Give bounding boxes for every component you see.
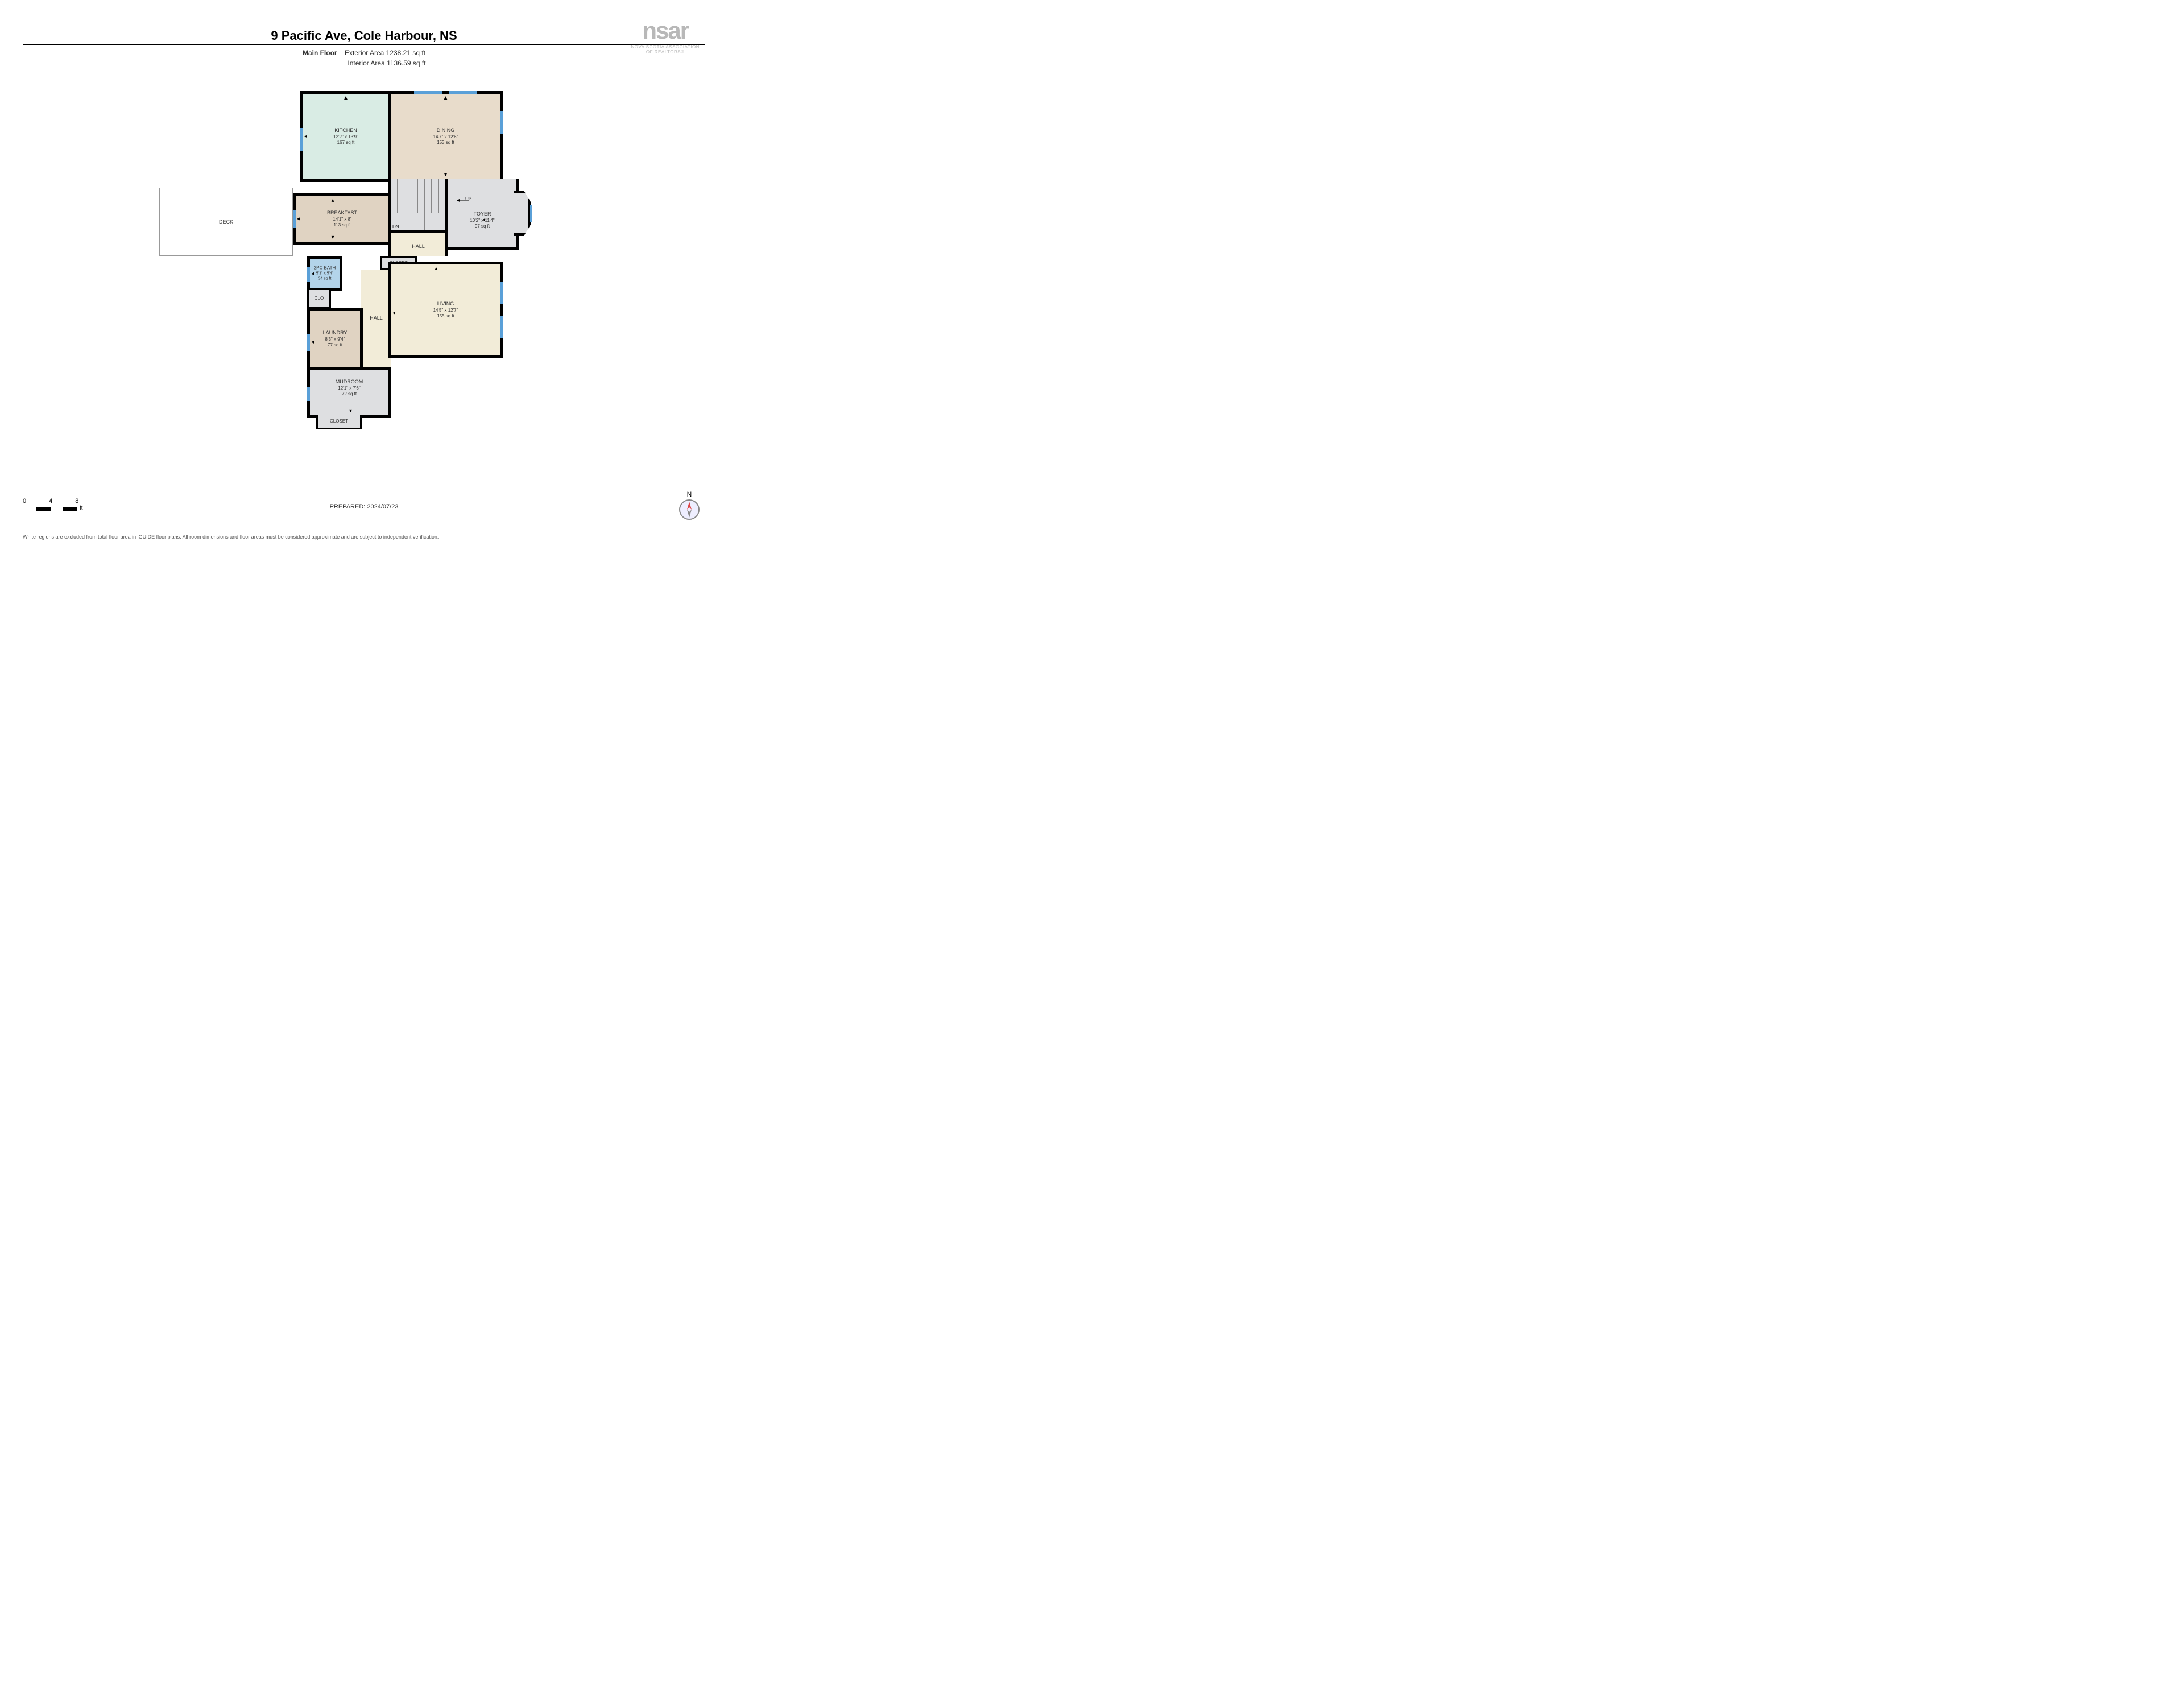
compass-n: N	[679, 490, 700, 498]
foyer-area: 97 sq ft	[448, 224, 516, 229]
room-stairs: DN	[388, 179, 448, 233]
breakfast-label: BREAKFAST 14'1" x 8' 113 sq ft	[296, 210, 388, 228]
kitchen-area: 167 sq ft	[303, 140, 388, 146]
dining-dims: 14'7" x 12'6"	[391, 134, 500, 139]
deck-label: DECK	[219, 219, 233, 225]
living-area: 155 sq ft	[391, 313, 500, 319]
arrow-icon: ◂	[297, 216, 300, 222]
arrow-icon: ◂	[482, 217, 485, 223]
living-label: LIVING 14'5" x 12'7" 155 sq ft	[391, 301, 500, 319]
arrow-icon: ▲	[343, 95, 349, 101]
arrow-icon: ◂	[392, 310, 395, 316]
mudroom-name: MUDROOM	[310, 379, 388, 386]
logo-text: nsar	[631, 17, 700, 44]
page-title: 9 Pacific Ave, Cole Harbour, NS	[0, 28, 728, 43]
laundry-dims: 8'3" x 9'4"	[310, 336, 360, 342]
compass: N	[679, 490, 700, 520]
room-closet-lower: CLOSET	[316, 415, 362, 429]
prepared-date: PREPARED: 2024/07/23	[0, 503, 728, 510]
hall-lower-label: HALL	[361, 315, 391, 322]
logo-line2: OF REALTORS®	[631, 49, 700, 55]
window	[500, 316, 503, 338]
arrow-icon: ▾	[332, 234, 334, 241]
arrow-icon: ▲	[443, 95, 449, 101]
breakfast-area: 113 sq ft	[296, 222, 388, 228]
room-breakfast: BREAKFAST 14'1" x 8' 113 sq ft ▴ ▾ ◂	[293, 193, 391, 245]
room-laundry: LAUNDRY 8'3" x 9'4" 77 sq ft ◂	[307, 308, 363, 370]
dining-name: DINING	[391, 127, 500, 134]
mudroom-label: MUDROOM 12'1" x 7'6" 72 sq ft	[310, 379, 388, 397]
room-hall-upper: HALL	[388, 233, 448, 256]
window	[500, 111, 503, 134]
room-bath: 2PC BATH 5'3" x 5'4" 34 sq ft ◂	[307, 256, 342, 291]
stair-tread	[417, 179, 418, 213]
closet-lower-name: CLOSET	[318, 419, 360, 424]
arrow-icon: ▾	[349, 408, 352, 414]
hall-upper-label: HALL	[391, 243, 445, 250]
hall-lower-name: HALL	[361, 315, 391, 322]
mudroom-dims: 12'1" x 7'6"	[310, 385, 388, 391]
room-clo: CLO	[307, 288, 331, 308]
stairs-dn-label: DN	[392, 224, 399, 229]
kitchen-name: KITCHEN	[303, 127, 388, 134]
arrow-icon: ◂	[311, 271, 314, 277]
laundry-name: LAUNDRY	[310, 330, 360, 337]
floor-label: Main Floor	[303, 49, 337, 57]
disclaimer-text: White regions are excluded from total fl…	[23, 534, 705, 540]
logo-line1: NOVA SCOTIA ASSOCIATION	[631, 44, 700, 49]
bath-dims: 5'3" x 5'4"	[310, 271, 340, 276]
mudroom-area: 72 sq ft	[310, 391, 388, 397]
dining-area: 153 sq ft	[391, 140, 500, 146]
window	[414, 91, 442, 94]
window	[293, 210, 296, 228]
stair-tread	[424, 179, 425, 230]
exterior-area: Exterior Area 1238.21 sq ft	[345, 49, 425, 57]
stair-tread	[431, 179, 432, 213]
window	[307, 387, 310, 401]
interior-area: Interior Area 1136.59 sq ft	[0, 59, 728, 67]
breakfast-name: BREAKFAST	[296, 210, 388, 217]
clo-label: CLO	[309, 295, 329, 301]
compass-icon	[679, 499, 700, 520]
window	[307, 334, 310, 351]
window	[500, 282, 503, 304]
stair-tread	[397, 179, 398, 213]
window	[449, 91, 477, 94]
bath-name: 2PC BATH	[310, 266, 340, 271]
stair-tread	[438, 179, 439, 213]
floor-plan: DECK KITCHEN 12'2" x 13'9" 167 sq ft ▲ ◂…	[159, 91, 529, 444]
arrow-icon: ◂⸺	[457, 195, 469, 204]
arrow-icon: ▴	[435, 266, 437, 272]
room-living: LIVING 14'5" x 12'7" 155 sq ft ▴ ◂	[388, 262, 503, 358]
kitchen-dims: 12'2" x 13'9"	[303, 134, 388, 139]
kitchen-label: KITCHEN 12'2" x 13'9" 167 sq ft	[303, 127, 388, 146]
laundry-label: LAUNDRY 8'3" x 9'4" 77 sq ft	[310, 330, 360, 348]
room-hall-lower: HALL	[361, 270, 391, 370]
room-mudroom: MUDROOM 12'1" x 7'6" 72 sq ft ▾	[307, 367, 391, 418]
living-dims: 14'5" x 12'7"	[391, 307, 500, 313]
room-dining: DINING 14'7" x 12'6" 153 sq ft ▲ ▾	[388, 91, 503, 182]
bath-label: 2PC BATH 5'3" x 5'4" 34 sq ft	[310, 266, 340, 282]
arrow-icon: ▾	[444, 172, 447, 178]
window	[307, 267, 310, 282]
bath-area: 34 sq ft	[310, 276, 340, 282]
floor-subtitle: Main Floor Exterior Area 1238.21 sq ft	[0, 49, 728, 57]
hall-upper-name: HALL	[391, 243, 445, 250]
nsar-logo: nsar NOVA SCOTIA ASSOCIATION OF REALTORS…	[631, 17, 700, 55]
arrow-icon: ▴	[332, 197, 334, 204]
clo-name: CLO	[309, 295, 329, 301]
room-deck: DECK	[159, 188, 293, 256]
arrow-icon: ◂	[304, 134, 307, 140]
room-foyer: FOYER 10'2" x 11'4" 97 sq ft UP ◂⸺ ◂	[445, 179, 519, 250]
window	[300, 128, 303, 151]
dining-label: DINING 14'7" x 12'6" 153 sq ft	[391, 127, 500, 146]
title-rule	[23, 44, 705, 45]
living-name: LIVING	[391, 301, 500, 308]
breakfast-dims: 14'1" x 8'	[296, 216, 388, 222]
arrow-icon: ◂	[311, 339, 314, 345]
window	[530, 205, 532, 222]
room-kitchen: KITCHEN 12'2" x 13'9" 167 sq ft ▲ ◂	[300, 91, 391, 182]
laundry-area: 77 sq ft	[310, 342, 360, 348]
closet-lower-label: CLOSET	[318, 419, 360, 424]
